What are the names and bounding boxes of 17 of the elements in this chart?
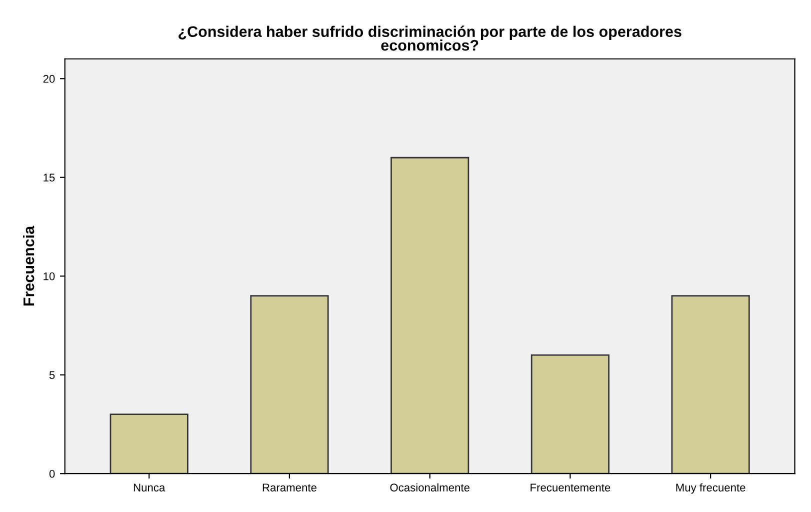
chart-title: ¿Considera haber sufrido discriminación por parte de los operadores economicos?	[178, 26, 682, 51]
bar	[530, 354, 610, 474]
bar	[390, 156, 470, 474]
bar	[250, 295, 329, 474]
y-tick-label: 0	[49, 470, 55, 478]
x-tick-label: Raramente	[262, 484, 316, 492]
y-tick-label: 10	[44, 272, 55, 280]
y-tick-label: 15	[44, 174, 55, 182]
y-tick-label: 5	[49, 371, 55, 379]
x-tick-label: Nunca	[134, 484, 166, 492]
bar	[110, 414, 188, 474]
x-tick-label: Frecuentemente	[530, 484, 610, 492]
y-axis-title: Frecuencia	[23, 226, 34, 306]
x-tick-label: Ocasionalmente	[390, 483, 470, 492]
y-tick-label: 20	[43, 74, 55, 83]
x-tick-label: Muy frecuente	[676, 483, 746, 494]
bar	[671, 295, 750, 474]
